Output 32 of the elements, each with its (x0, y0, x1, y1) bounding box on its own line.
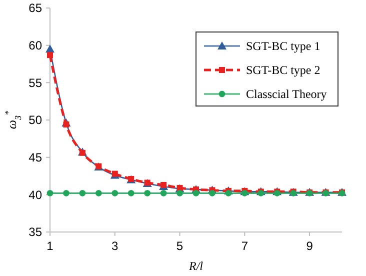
point (95, 190, 102, 196)
point (209, 190, 216, 196)
point (160, 190, 167, 196)
point (63, 121, 70, 128)
legend-label: SGT-BC type 2 (246, 63, 320, 78)
y-tick-label: 35 (28, 225, 42, 240)
point (46, 190, 54, 196)
point (192, 190, 200, 196)
point (79, 190, 86, 196)
y-tick-label: 55 (28, 76, 42, 90)
y-tick-label: 65 (28, 1, 42, 16)
y-tick-label: 60 (28, 38, 42, 53)
x-tick-label: 7 (241, 239, 248, 253)
point (63, 190, 70, 196)
point (128, 190, 134, 196)
point (176, 190, 183, 196)
x-tick-label: 9 (306, 239, 314, 253)
x-tick-label: 5 (176, 239, 184, 253)
point (47, 52, 53, 58)
y-tick-label: 50 (28, 113, 42, 128)
legend-label: Classcial Theory (246, 87, 327, 102)
x-axis-title: R/l (188, 259, 204, 273)
legend-label: SGT-BC type 1 (246, 39, 320, 54)
x-tick-label: 3 (112, 239, 119, 253)
point (112, 190, 118, 196)
point (144, 190, 151, 196)
y-tick-label: 40 (28, 188, 42, 202)
x-tick-label: 1 (46, 239, 54, 253)
point (225, 190, 232, 196)
point (241, 190, 248, 196)
point (46, 44, 54, 53)
y-tick-label: 45 (28, 150, 42, 165)
